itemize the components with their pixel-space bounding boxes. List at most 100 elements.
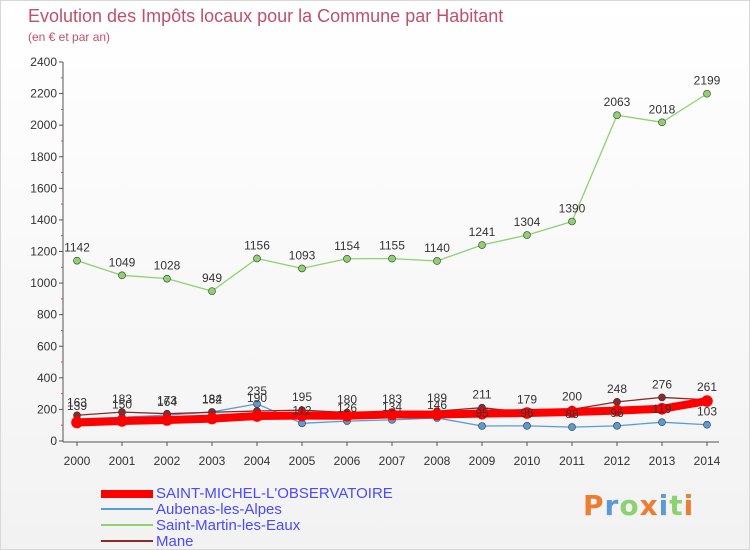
data-point-2 [568,217,576,226]
x-tick-label: 2008 [424,454,451,468]
y-tick-label: 800 [37,308,57,322]
data-point-0 [296,409,308,422]
x-tick-label: 2002 [154,454,181,468]
data-point-2 [523,231,531,239]
data-point-1 [613,422,621,430]
data-label: 1142 [64,241,90,255]
chart-title: Evolution des Impôts locaux pour la Comm… [28,6,504,26]
y-tick-label: 0 [50,434,57,448]
legend-swatch-aubenas [101,508,153,510]
data-point-2 [388,254,396,263]
y-tick-label: 1400 [30,213,57,227]
data-point-1 [658,418,666,427]
data-point-0 [611,404,623,417]
data-label: 189 [427,391,447,405]
data-point-2 [343,254,351,263]
data-label: 96 [610,406,624,420]
x-tick-label: 2014 [694,454,721,468]
data-label: 1028 [154,259,181,273]
x-tick-label: 2013 [649,454,676,468]
data-label: 211 [472,388,491,402]
data-point-2 [478,241,486,249]
data-point-2 [208,287,216,295]
data-point-2 [703,89,711,98]
data-point-3 [658,393,666,402]
legend-swatch-saint-michel [101,490,153,498]
data-label: 1049 [109,255,136,269]
data-point-0 [521,407,533,419]
x-tick-label: 2010 [514,454,541,468]
data-label: 200 [562,389,582,403]
proxiti-logo: Proxiti [583,489,694,522]
logo-letter: x [639,489,659,522]
data-label: 184 [202,392,222,406]
y-tick-label: 1200 [30,245,57,259]
legend-swatch-saint-martin [101,524,153,526]
logo-letter: o [619,489,640,522]
x-tick-label: 2007 [379,454,406,468]
data-label: 1140 [424,241,450,255]
y-tick-label: 2000 [30,118,57,132]
data-label: 134 [382,400,402,414]
data-label: 119 [652,402,671,416]
x-tick-label: 2003 [199,454,226,468]
x-tick-label: 2000 [64,454,91,468]
data-label: 949 [202,271,222,285]
data-label: 126 [337,401,357,415]
data-label: 183 [112,392,132,406]
data-point-0 [656,402,668,415]
data-label: 2199 [694,74,721,88]
data-point-0 [161,414,173,426]
legend-label-aubenas: Aubenas-les-Alpes [156,501,282,518]
legend-label-saint-martin: Saint-Martin-les-Eaux [156,517,301,534]
data-label: 183 [382,392,402,406]
data-label: 190 [247,391,267,405]
logo-letter: P [583,489,605,522]
data-point-1 [478,422,486,430]
data-label: 95 [475,406,489,420]
y-tick-label: 400 [37,371,57,385]
data-label: 179 [517,393,537,407]
legend-label-saint-michel: SAINT-MICHEL-L'OBSERVATOIRE [156,485,393,502]
x-tick-label: 2011 [559,454,585,468]
y-tick-label: 200 [37,402,57,416]
y-tick-label: 1000 [30,276,57,290]
data-point-2 [163,274,171,283]
data-label: 180 [337,393,357,407]
x-tick-label: 2006 [334,454,361,468]
data-label: 1155 [379,239,405,253]
data-label: 1304 [514,215,541,229]
data-point-0 [701,395,713,407]
data-point-0 [116,415,128,427]
data-label: 1241 [469,225,496,239]
data-point-2 [658,118,666,127]
logo-letter: t [669,489,684,522]
data-label: 261 [697,380,717,394]
data-point-1 [703,420,711,429]
legend-swatch-mane [101,540,153,542]
data-label: 1093 [289,248,316,262]
x-tick-label: 2012 [604,454,631,468]
data-point-2 [73,256,81,265]
logo-letter: i [658,489,670,522]
data-point-0 [476,407,488,420]
data-label: 248 [607,382,627,396]
data-point-2 [253,254,261,263]
data-label: 164 [157,395,177,409]
y-tick-label: 1800 [30,150,57,164]
data-label: 112 [292,403,311,417]
data-label: 276 [652,377,672,391]
data-label: 182 [202,392,222,406]
data-point-2 [298,264,306,273]
legend-label-mane: Mane [156,533,194,550]
y-tick-label: 2200 [30,87,57,101]
y-tick-label: 2400 [30,55,57,69]
data-label: 2018 [649,102,676,116]
data-label: 1156 [244,238,270,252]
data-label: 150 [112,397,132,411]
data-point-0 [341,409,353,422]
data-label: 96 [520,406,534,420]
logo-letter: r [604,489,620,522]
data-label: 139 [67,399,87,413]
